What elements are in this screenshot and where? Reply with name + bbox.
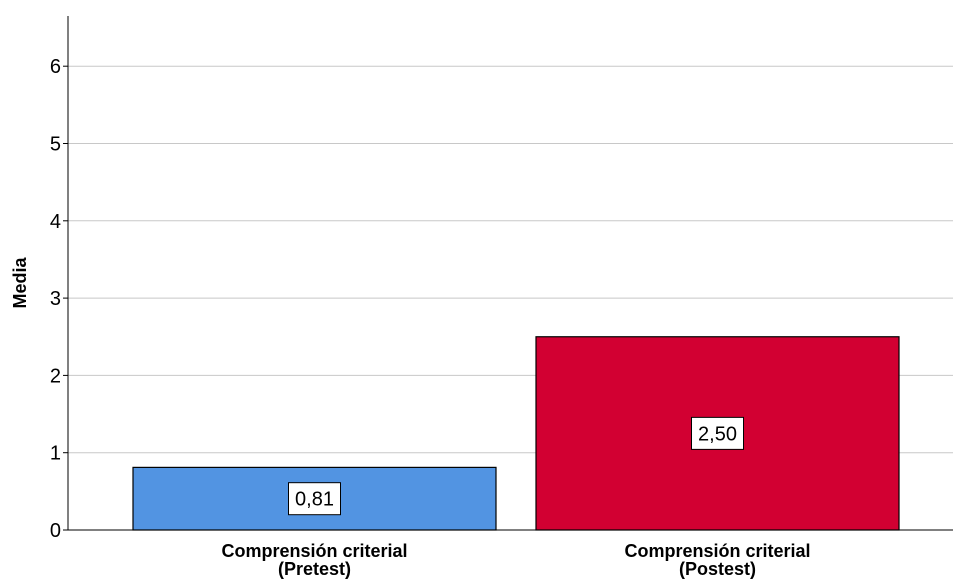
data-label-box [288,482,341,516]
data-label: 0,81 [295,489,334,511]
y-tick-label: 4 [50,211,61,233]
y-tick-label: 0 [50,520,61,542]
y-tick-label: 1 [50,443,61,465]
y-axis-title: Media [10,257,30,309]
data-labels: 0,81 2,50 [288,416,744,516]
data-label: 2,50 [698,423,737,445]
data-label-box [691,416,744,450]
y-axis-ticks: 0 1 2 3 4 5 6 [50,56,68,542]
category-label-line1: Comprensión criterial [221,541,407,561]
y-tick-label: 3 [50,288,61,310]
y-tick-label: 2 [50,365,61,387]
x-axis-category-labels: Comprensión criterial(Pretest)Comprensió… [221,541,810,579]
category-label-line1: Comprensión criterial [624,541,810,561]
y-tick-label: 5 [50,134,61,156]
category-label-line2: (Pretest) [278,559,351,579]
y-tick-label: 6 [50,56,61,78]
bars [132,336,900,531]
category-label-line2: (Postest) [679,559,756,579]
